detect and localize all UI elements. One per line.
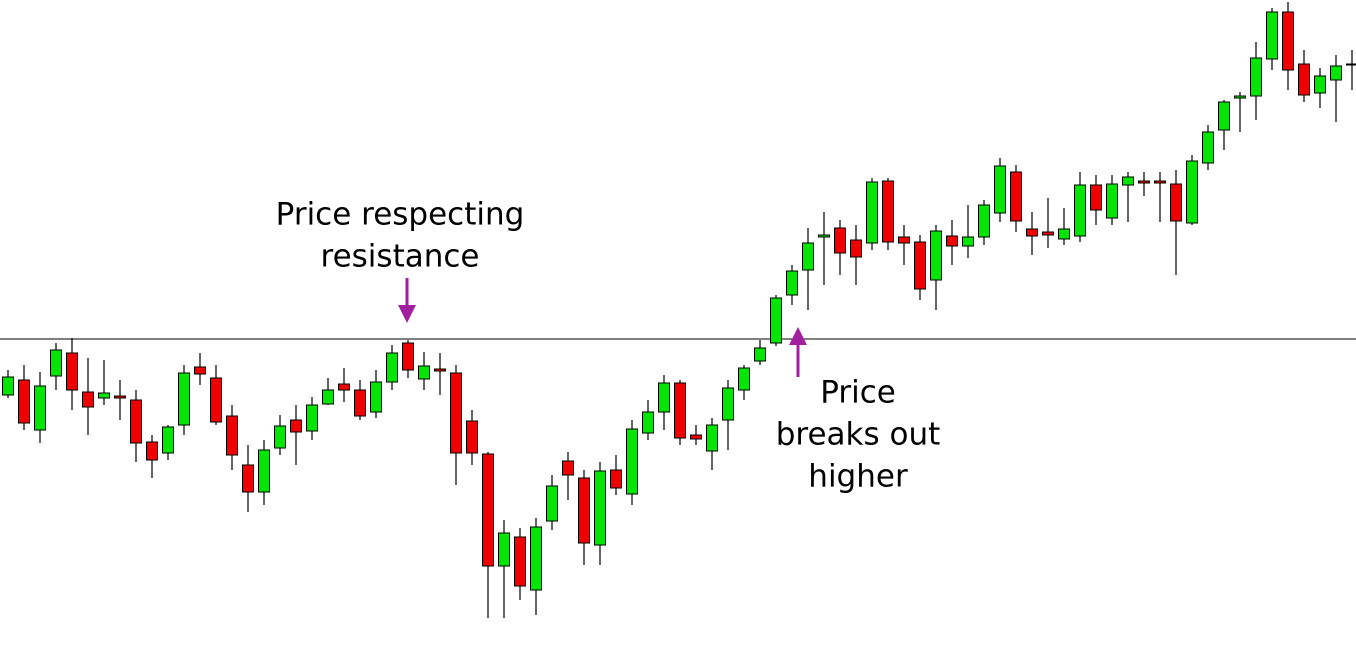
annotation-text: resistance (321, 239, 480, 275)
candle-body (770, 297, 782, 344)
candle-body (162, 426, 174, 454)
candle-body (914, 241, 926, 290)
candle-body (1090, 184, 1102, 211)
candle-body (1074, 184, 1086, 237)
candle-body (786, 270, 798, 296)
candle-body (818, 234, 830, 238)
candle-body (258, 449, 270, 493)
candle-body (386, 352, 398, 383)
candle-body (434, 368, 446, 372)
candle-body (882, 180, 894, 243)
candle-body (1042, 231, 1054, 236)
candle-body (1186, 160, 1198, 224)
annotation-text: breaks out (776, 417, 941, 453)
candle-body (146, 441, 158, 461)
candle-body (290, 419, 302, 433)
candle-body (1346, 63, 1356, 66)
candle-body (946, 235, 958, 247)
candle-body (466, 420, 478, 454)
candle-body (866, 181, 878, 244)
candle-body (898, 236, 910, 244)
candle-body (802, 242, 814, 271)
candle-body (482, 453, 494, 567)
candle-body (722, 387, 734, 421)
annotations: Price respecting resistance Price breaks ou… (276, 197, 941, 495)
candle-body (562, 460, 574, 476)
candle-body (994, 165, 1006, 214)
candle-body (322, 389, 334, 405)
candle-body (1010, 171, 1022, 222)
candle-body (178, 372, 190, 426)
candle-body (114, 395, 126, 399)
candle-body (1234, 95, 1246, 99)
candle-body (370, 381, 382, 413)
candle-body (338, 383, 350, 391)
candle-body (530, 526, 542, 591)
candle-body (18, 379, 30, 424)
candle-body (1282, 11, 1294, 71)
candle-body (354, 389, 366, 417)
candle-body (1058, 228, 1070, 240)
candle-body (610, 469, 622, 489)
candle-body (594, 470, 606, 546)
candle-body (2, 376, 14, 396)
candle-body (1298, 63, 1310, 96)
candle-body (642, 411, 654, 434)
candle-body (850, 239, 862, 258)
candle-body (514, 536, 526, 587)
candle-body (194, 366, 206, 375)
candle-body (1250, 57, 1262, 97)
candle-body (1122, 176, 1134, 186)
candle-body (34, 385, 46, 431)
candle-body (754, 347, 766, 362)
candle-body (1202, 131, 1214, 164)
candle-body (402, 342, 414, 371)
candle-body (66, 352, 78, 391)
candle-body (82, 391, 94, 408)
candle-body (1106, 183, 1118, 219)
candle-body (130, 399, 142, 444)
candle-body (834, 227, 846, 254)
candle-body (450, 372, 462, 454)
candle-body (418, 365, 430, 380)
candle-body (706, 424, 718, 452)
candle-body (546, 485, 558, 522)
candle-body (98, 392, 110, 399)
candle-body (226, 415, 238, 456)
annotation-text: Price respecting (276, 197, 525, 233)
candle-body (930, 230, 942, 281)
candle-body (578, 477, 590, 544)
candle-body (1218, 101, 1230, 131)
candle-body (1330, 65, 1342, 81)
candle-body (1026, 228, 1038, 237)
candle-body (274, 425, 286, 449)
candle-body (658, 382, 670, 413)
candle-body (674, 382, 686, 439)
annotation-text: higher (808, 459, 908, 495)
candle-body (50, 349, 62, 377)
candle-body (306, 404, 318, 432)
candle-body (690, 434, 702, 440)
candle-body (1170, 183, 1182, 222)
candle-body (978, 204, 990, 238)
candle-body (738, 367, 750, 391)
candle-body (626, 428, 638, 495)
annotation-text: Price (820, 375, 896, 411)
candles (0, 2, 1356, 618)
candle-body (1138, 180, 1150, 184)
candle-body (498, 532, 510, 567)
candle-body (1314, 75, 1326, 94)
candle-body (242, 464, 254, 493)
candle-body (1154, 180, 1166, 184)
candle-body (1266, 11, 1278, 60)
candle-body (210, 377, 222, 423)
candle-body (962, 236, 974, 247)
